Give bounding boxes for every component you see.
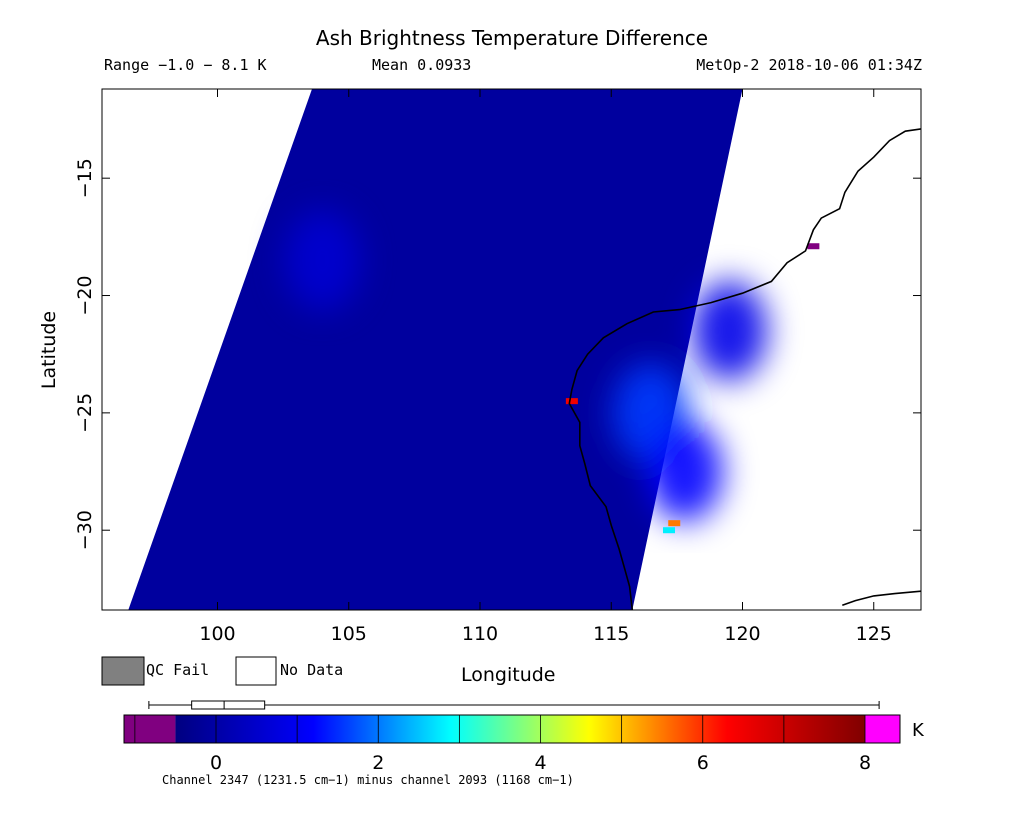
swath-data xyxy=(128,89,743,610)
colorbar-gradient xyxy=(175,715,865,743)
colorbar-tick-label: 8 xyxy=(859,752,871,774)
y-tick-label: −30 xyxy=(74,510,96,550)
coastline-south xyxy=(842,590,921,607)
x-tick-label: 110 xyxy=(462,623,498,645)
qc-fail-swatch xyxy=(101,656,145,686)
plot-frame xyxy=(101,88,922,611)
y-axis-label: Latitude xyxy=(38,310,60,390)
colorbar-unit: K xyxy=(912,720,924,741)
hotspot-pixel xyxy=(663,527,675,534)
elevated-region xyxy=(284,210,361,311)
x-tick-label: 100 xyxy=(199,623,235,645)
elevated-region xyxy=(691,280,768,381)
qc-fail-label: QC Fail xyxy=(146,661,210,679)
x-tick-label: 120 xyxy=(724,623,760,645)
mean-label: Mean 0.0933 xyxy=(372,56,472,74)
hotspot-pixel xyxy=(807,243,820,250)
chart-title: Ash Brightness Temperature Difference xyxy=(315,26,709,50)
colorbar-underflow xyxy=(124,715,176,743)
y-tick-label: −15 xyxy=(74,158,96,198)
colorbar-tick-label: 2 xyxy=(372,752,384,774)
hotspot-pixel xyxy=(565,398,578,405)
x-tick-label: 115 xyxy=(593,623,629,645)
coastline xyxy=(568,128,921,610)
colorbar-tick-label: 4 xyxy=(534,752,546,774)
range-label: Range −1.0 − 8.1 K xyxy=(104,56,267,74)
x-tick-label: 105 xyxy=(331,623,367,645)
satellite-timestamp: MetOp-2 2018-10-06 01:34Z xyxy=(696,56,922,74)
x-axis-label: Longitude xyxy=(461,664,556,686)
boxplot-box xyxy=(191,700,266,710)
colorbar-overflow xyxy=(865,715,900,743)
x-tick-label: 125 xyxy=(856,623,892,645)
y-tick-label: −25 xyxy=(74,393,96,433)
colorbar-caption: Channel 2347 (1231.5 cm−1) minus channel… xyxy=(162,773,574,787)
hotspot-pixel xyxy=(668,520,681,527)
no-data-label: No Data xyxy=(280,661,344,679)
y-tick-label: −20 xyxy=(74,275,96,315)
colorbar-tick-label: 0 xyxy=(210,752,222,774)
no-data-swatch xyxy=(235,656,277,686)
elevated-region xyxy=(646,421,723,522)
colorbar-tick-label: 6 xyxy=(697,752,709,774)
colorbar-frame xyxy=(123,714,901,744)
